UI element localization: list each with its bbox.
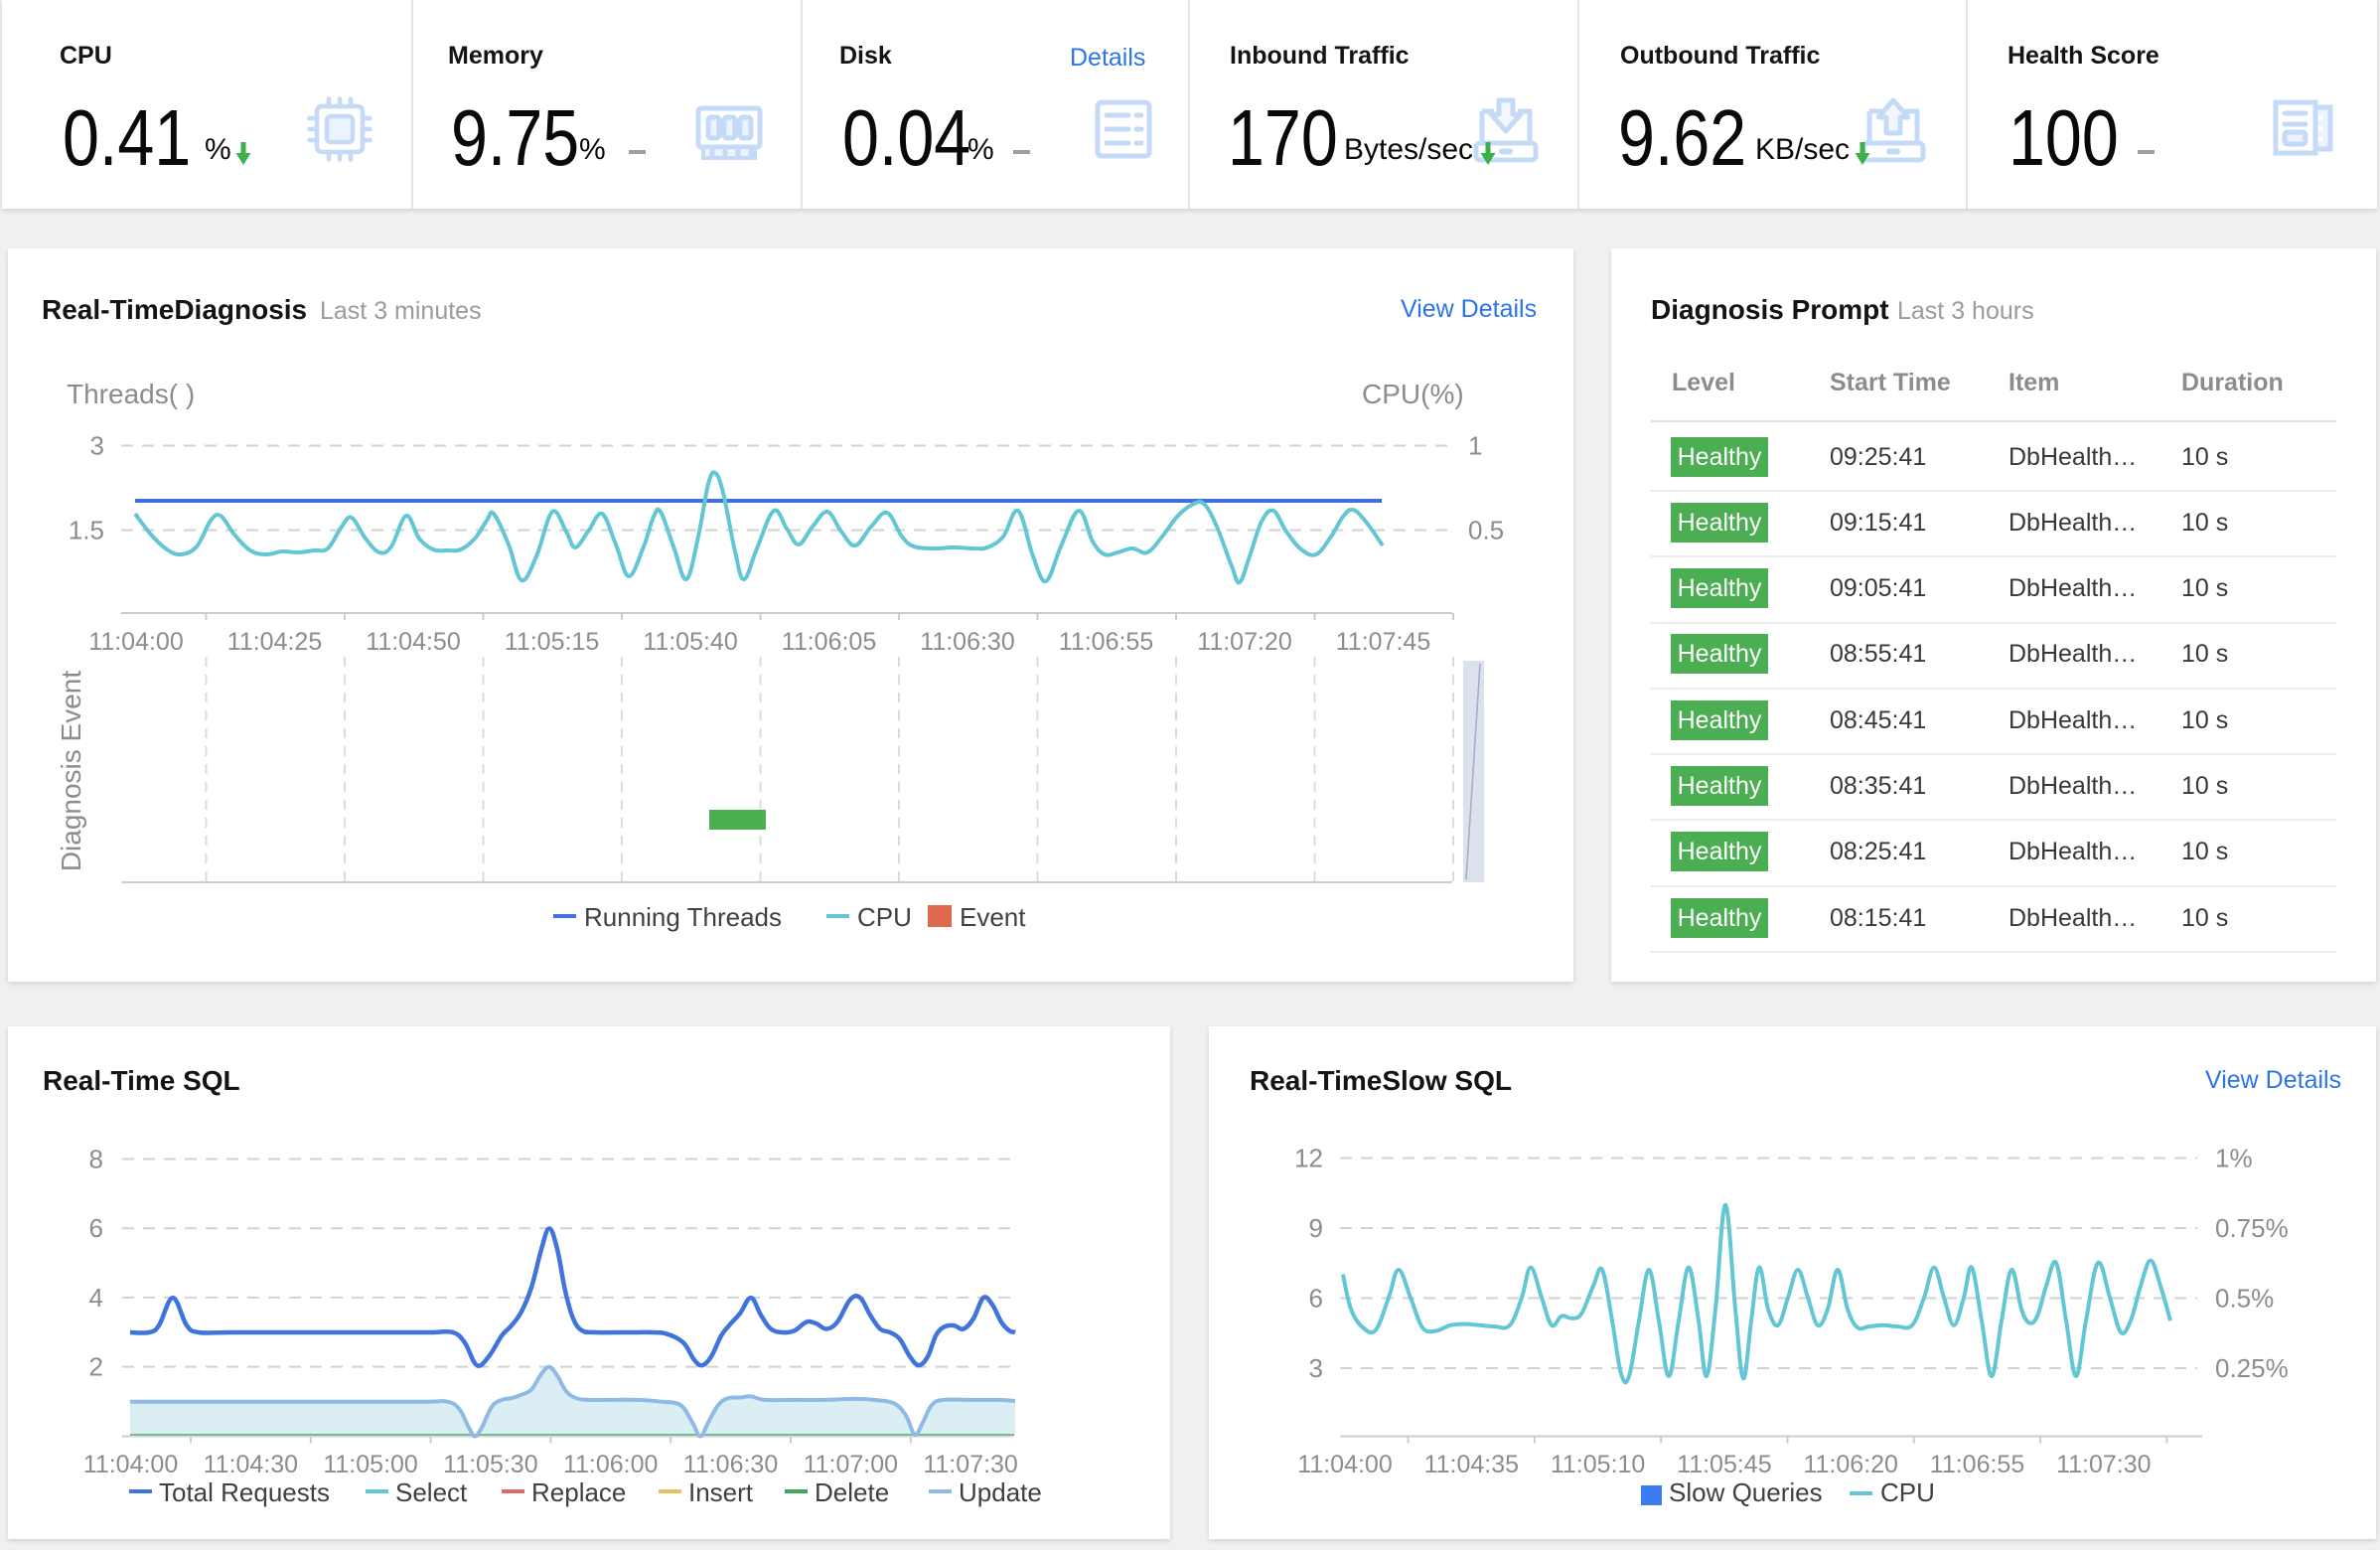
svg-text:9: 9 — [1309, 1213, 1323, 1243]
svg-text:11:06:30: 11:06:30 — [683, 1451, 778, 1478]
svg-text:3: 3 — [90, 431, 104, 461]
svg-text:11:06:20: 11:06:20 — [1803, 1451, 1897, 1478]
svg-text:11:04:00: 11:04:00 — [1297, 1451, 1392, 1478]
svg-text:6: 6 — [1309, 1284, 1323, 1314]
svg-text:11:07:20: 11:07:20 — [1197, 628, 1291, 656]
svg-text:0.5%: 0.5% — [2215, 1284, 2274, 1314]
svg-text:11:05:30: 11:05:30 — [443, 1451, 537, 1478]
svg-text:11:04:25: 11:04:25 — [227, 628, 322, 656]
svg-text:1.5: 1.5 — [69, 516, 104, 545]
svg-text:CPU: CPU — [1880, 1477, 1935, 1507]
svg-text:11:06:00: 11:06:00 — [563, 1451, 658, 1478]
svg-text:11:04:00: 11:04:00 — [88, 628, 183, 656]
svg-text:11:06:55: 11:06:55 — [1930, 1451, 2024, 1478]
svg-text:Select: Select — [395, 1477, 468, 1507]
svg-text:12: 12 — [1294, 1144, 1323, 1173]
svg-text:11:07:45: 11:07:45 — [1336, 628, 1430, 656]
svg-text:0.75%: 0.75% — [2215, 1213, 2289, 1243]
svg-text:1%: 1% — [2215, 1144, 2253, 1173]
svg-text:Update: Update — [959, 1477, 1042, 1507]
svg-text:2: 2 — [89, 1352, 103, 1382]
svg-text:Event: Event — [960, 902, 1026, 932]
svg-text:8: 8 — [89, 1145, 103, 1174]
svg-text:11:05:10: 11:05:10 — [1551, 1451, 1645, 1478]
svg-text:11:06:55: 11:06:55 — [1059, 628, 1153, 656]
svg-text:11:05:45: 11:05:45 — [1677, 1451, 1771, 1478]
svg-text:Slow Queries: Slow Queries — [1669, 1477, 1823, 1507]
svg-text:11:04:30: 11:04:30 — [204, 1451, 298, 1478]
svg-text:11:06:05: 11:06:05 — [782, 628, 876, 656]
svg-text:Running Threads: Running Threads — [584, 902, 782, 932]
svg-text:11:05:40: 11:05:40 — [643, 628, 737, 656]
svg-text:Delete: Delete — [815, 1477, 889, 1507]
svg-text:Threads( ): Threads( ) — [67, 379, 195, 409]
svg-text:3: 3 — [1309, 1353, 1323, 1383]
svg-text:11:07:00: 11:07:00 — [804, 1451, 898, 1478]
svg-text:11:04:00: 11:04:00 — [83, 1451, 178, 1478]
svg-text:1: 1 — [1468, 431, 1482, 461]
svg-text:11:05:15: 11:05:15 — [505, 628, 599, 656]
svg-text:Diagnosis Event: Diagnosis Event — [56, 671, 86, 872]
svg-text:11:05:00: 11:05:00 — [323, 1451, 417, 1478]
svg-text:CPU(%): CPU(%) — [1362, 379, 1464, 409]
svg-text:CPU: CPU — [857, 902, 912, 932]
svg-text:4: 4 — [89, 1283, 103, 1313]
svg-text:Replace: Replace — [531, 1477, 626, 1507]
svg-text:11:04:35: 11:04:35 — [1424, 1451, 1519, 1478]
svg-text:11:06:30: 11:06:30 — [920, 628, 1014, 656]
svg-text:Total Requests: Total Requests — [159, 1477, 330, 1507]
svg-text:0.5: 0.5 — [1468, 516, 1504, 545]
svg-text:Insert: Insert — [688, 1477, 754, 1507]
svg-text:0.25%: 0.25% — [2215, 1353, 2289, 1383]
svg-text:11:04:50: 11:04:50 — [366, 628, 460, 656]
svg-text:11:07:30: 11:07:30 — [923, 1451, 1017, 1478]
svg-text:6: 6 — [89, 1213, 103, 1243]
svg-text:11:07:30: 11:07:30 — [2056, 1451, 2151, 1478]
